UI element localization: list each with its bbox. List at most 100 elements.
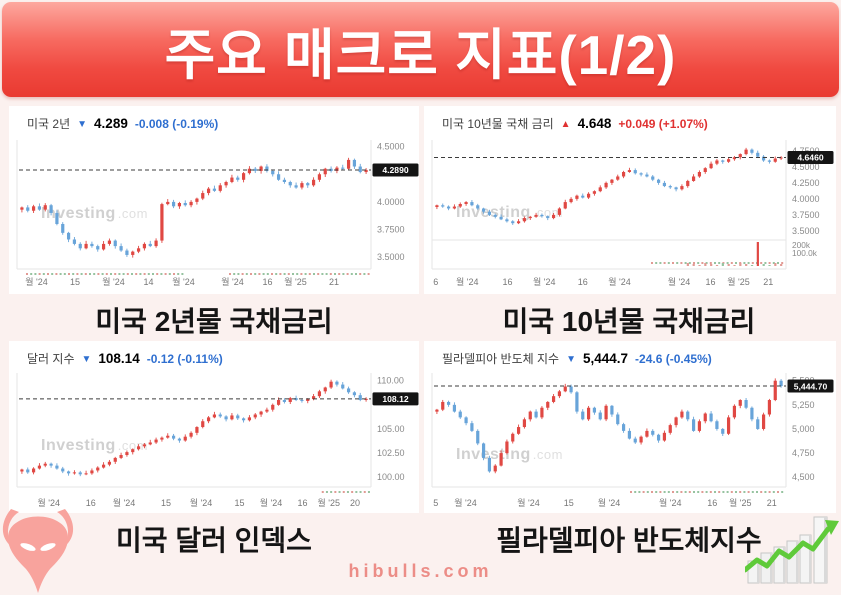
- svg-text:4.0000: 4.0000: [792, 194, 820, 204]
- svg-text:4.6460: 4.6460: [797, 153, 824, 163]
- last-price: 108.14: [98, 351, 140, 366]
- change-percent: (-0.19%): [172, 117, 219, 131]
- svg-text:16: 16: [502, 277, 512, 287]
- chart-header: 미국 10년물 국채 금리 ▲ 4.648 +0.049 (+1.07%): [424, 106, 836, 134]
- candlestick-chart: Investing .com 110.00 105.00 102.50 100.00 108…: [16, 373, 419, 508]
- change-percent: (+1.07%): [658, 117, 708, 131]
- price-change: -0.12 (-0.11%): [147, 352, 223, 366]
- svg-text:14: 14: [143, 277, 153, 287]
- svg-text:5,250: 5,250: [792, 400, 815, 410]
- svg-text:15: 15: [564, 498, 574, 508]
- svg-text:21: 21: [763, 277, 773, 287]
- svg-text:월 '24: 월 '24: [172, 276, 195, 287]
- svg-text:16: 16: [578, 277, 588, 287]
- svg-text:Investing.com: Investing .com: [456, 446, 563, 463]
- change-percent: (-0.11%): [177, 352, 223, 366]
- last-price: 4.289: [94, 116, 128, 131]
- svg-text:월 '24: 월 '24: [598, 497, 621, 508]
- chart-panel-sox-index: 필라델피아 반도체 지수 ▼ 5,444.7 -24.6 (-0.45%) In…: [424, 341, 836, 513]
- svg-text:16: 16: [86, 498, 96, 508]
- svg-text:21: 21: [767, 498, 777, 508]
- growth-chart-icon: [745, 516, 839, 584]
- svg-text:4,750: 4,750: [792, 448, 815, 458]
- svg-text:월 '24: 월 '24: [113, 497, 136, 508]
- svg-text:월 '25: 월 '25: [317, 497, 340, 508]
- svg-text:4.0000: 4.0000: [377, 197, 405, 207]
- bull-logo-icon: [2, 509, 74, 593]
- svg-text:3.5000: 3.5000: [377, 252, 405, 262]
- svg-text:월 '24: 월 '24: [25, 276, 48, 287]
- caption-sox-index: 필라델피아 반도체지수: [496, 525, 762, 556]
- instrument-name: 필라델피아 반도체 지수: [442, 352, 560, 366]
- svg-text:108.12: 108.12: [382, 394, 409, 404]
- candlestick-chart: Investing.com5,5005,2505,0004,7504,5005,…: [431, 373, 834, 508]
- svg-text:월 '24: 월 '24: [533, 276, 556, 287]
- svg-text:15: 15: [161, 498, 171, 508]
- svg-text:월 '24: 월 '24: [456, 276, 479, 287]
- caption-dollar-index: 미국 달러 인덱스: [116, 525, 312, 556]
- chart-header: 필라델피아 반도체 지수 ▼ 5,444.7 -24.6 (-0.45%): [424, 341, 836, 369]
- page-title: 주요 매크로 지표(1/2): [164, 23, 677, 86]
- title-banner: 주요 매크로 지표(1/2): [2, 2, 839, 97]
- instrument-name: 달러 지수: [27, 352, 75, 366]
- svg-text:월 '24: 월 '24: [454, 497, 477, 508]
- price-change: -24.6 (-0.45%): [635, 352, 712, 366]
- price-change: +0.049 (+1.07%): [618, 117, 707, 131]
- price-down-arrow-icon: ▼: [77, 119, 88, 130]
- svg-text:월 '24: 월 '24: [659, 497, 682, 508]
- price-up-arrow-icon: ▲: [560, 119, 571, 130]
- svg-text:월 '24: 월 '24: [221, 276, 244, 287]
- change-value: +0.049: [618, 117, 656, 131]
- svg-text:Investing.com: Investing .com: [41, 205, 148, 222]
- svg-text:6: 6: [433, 277, 438, 287]
- svg-text:15: 15: [234, 498, 244, 508]
- change-percent: (-0.45%): [665, 352, 712, 366]
- svg-text:3.7500: 3.7500: [377, 225, 405, 235]
- price-down-arrow-icon: ▼: [81, 354, 92, 365]
- svg-text:4.5000: 4.5000: [792, 162, 820, 172]
- svg-text:4.2890: 4.2890: [382, 165, 409, 175]
- svg-text:4.2500: 4.2500: [792, 178, 820, 188]
- change-value: -0.008: [134, 117, 169, 131]
- svg-text:21: 21: [329, 277, 339, 287]
- svg-text:20: 20: [350, 498, 360, 508]
- last-price: 4.648: [577, 116, 612, 131]
- instrument-name: 미국 2년: [27, 117, 71, 131]
- svg-text:월 '25: 월 '25: [284, 276, 307, 287]
- svg-text:월 '24: 월 '24: [190, 497, 213, 508]
- last-price: 5,444.7: [582, 351, 629, 366]
- svg-text:Investing.com: Investing .com: [41, 437, 148, 454]
- svg-text:월 '24: 월 '24: [668, 276, 691, 287]
- svg-text:월 '24: 월 '24: [260, 497, 283, 508]
- svg-text:105.00: 105.00: [377, 424, 405, 434]
- site-url: hibulls.com: [348, 561, 493, 581]
- price-change: -0.008 (-0.19%): [135, 117, 218, 131]
- svg-text:200k: 200k: [792, 240, 811, 250]
- svg-text:5,444.70: 5,444.70: [794, 381, 828, 391]
- change-value: -24.6: [635, 352, 663, 366]
- svg-text:월 '25: 월 '25: [729, 497, 752, 508]
- instrument-name: 미국 10년물 국채 금리: [442, 117, 554, 131]
- price-down-arrow-icon: ▼: [566, 354, 576, 365]
- svg-text:4,500: 4,500: [792, 472, 815, 482]
- change-value: -0.12: [146, 352, 175, 366]
- chart-panel-dollar-index: 달러 지수 ▼ 108.14 -0.12 (-0.11%) Investing.…: [9, 341, 419, 513]
- svg-text:월 '25: 월 '25: [727, 276, 750, 287]
- svg-text:Investing.com: Investing .com: [456, 204, 563, 221]
- svg-text:월 '24: 월 '24: [102, 276, 125, 287]
- svg-text:월 '24: 월 '24: [608, 276, 631, 287]
- chart-header: 미국 2년 ▼ 4.289 -0.008 (-0.19%): [9, 106, 419, 134]
- svg-text:100.0k: 100.0k: [792, 248, 818, 258]
- svg-text:월 '24: 월 '24: [37, 497, 60, 508]
- svg-text:5: 5: [433, 498, 438, 508]
- svg-text:16: 16: [707, 498, 717, 508]
- svg-text:3.5000: 3.5000: [792, 226, 820, 236]
- svg-text:16: 16: [262, 277, 272, 287]
- svg-text:4.7500: 4.7500: [792, 146, 820, 156]
- svg-text:4.5000: 4.5000: [377, 142, 405, 152]
- svg-text:월 '24: 월 '24: [517, 497, 540, 508]
- svg-text:110.00: 110.00: [377, 376, 404, 386]
- caption-us-2y: 미국 2년물 국채금리: [95, 306, 333, 337]
- svg-text:16: 16: [705, 277, 715, 287]
- svg-text:100.00: 100.00: [377, 472, 405, 482]
